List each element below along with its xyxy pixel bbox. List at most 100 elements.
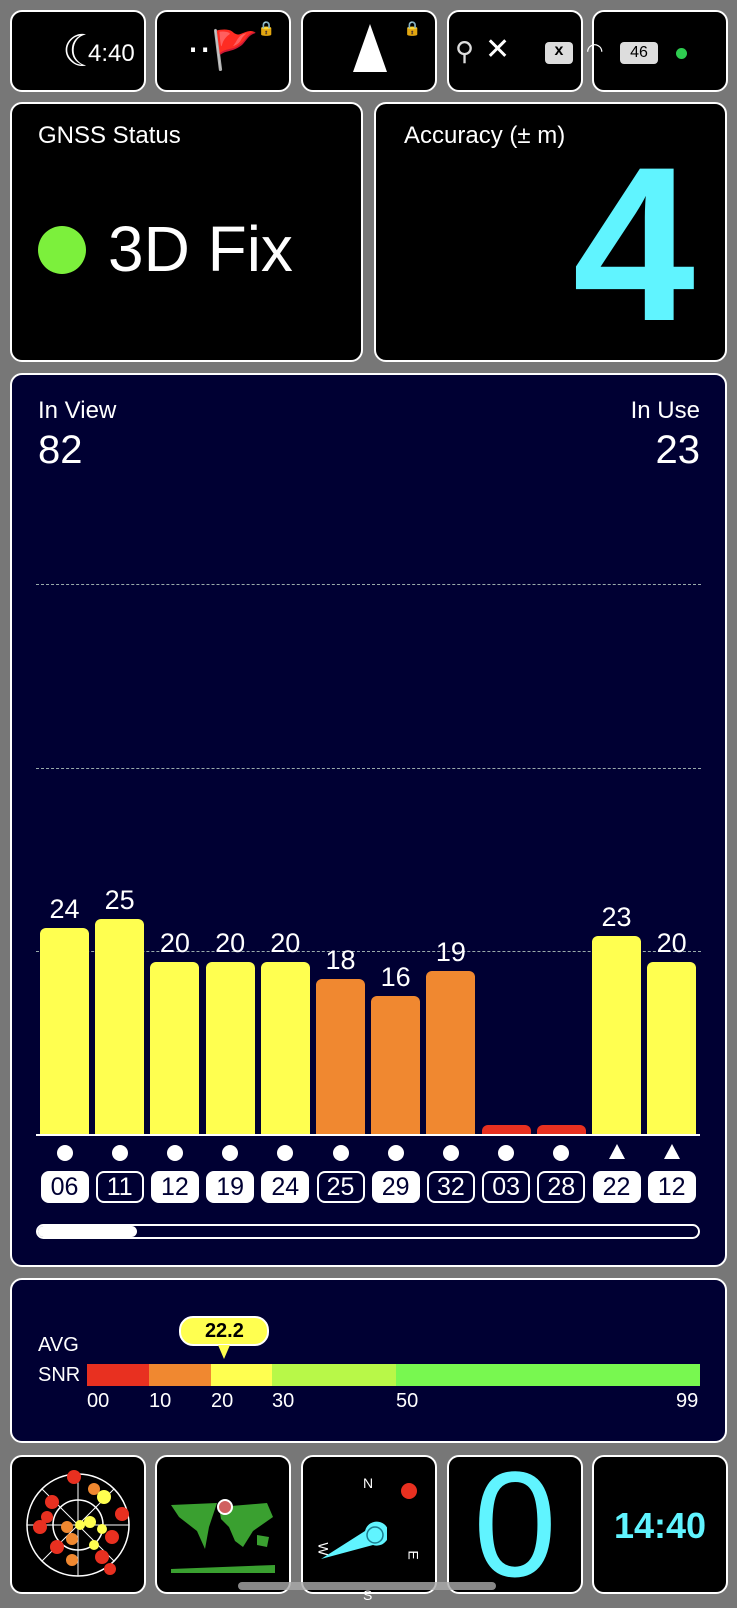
snr-tick-label: 50	[396, 1390, 419, 1412]
world-map-tile[interactable]	[155, 1455, 291, 1594]
speed-value: 0	[473, 1440, 557, 1608]
satellite-prn-label[interactable]: 22	[592, 1171, 641, 1203]
circle-marker-icon	[56, 1145, 73, 1161]
gridline	[36, 951, 701, 952]
fix-status-text: 3D Fix	[108, 213, 293, 285]
snr-value-label: 20	[270, 928, 301, 958]
circle-marker-icon	[166, 1145, 183, 1161]
avg-snr-bubble: 22.2	[179, 1316, 270, 1346]
accuracy-value: 4	[572, 121, 695, 367]
close-box-icon: x	[545, 42, 573, 64]
sky-plot-tile[interactable]	[10, 1455, 146, 1594]
green-dot-icon	[676, 48, 687, 59]
speed-tile[interactable]: 0	[447, 1449, 583, 1599]
snr-bar	[205, 962, 255, 1134]
snr-bar	[647, 962, 697, 1134]
snr-value-label: 25	[104, 885, 135, 915]
compass-north: N	[363, 1475, 374, 1491]
snr-bar	[260, 962, 310, 1134]
snr-bar	[371, 996, 421, 1134]
accuracy-title: Accuracy (± m)	[404, 122, 566, 149]
circle-marker-icon	[442, 1145, 459, 1161]
snr-bar	[95, 919, 145, 1134]
gridline	[36, 768, 701, 769]
snr-scale-segment	[149, 1364, 211, 1386]
signal-tile[interactable]: ◠ 46	[586, 10, 728, 92]
compass-south: S	[363, 1587, 373, 1603]
snr-bar	[481, 1125, 531, 1134]
fix-status-dot	[38, 226, 86, 274]
gridline	[36, 584, 701, 585]
navigation-tile[interactable]: 🔒	[301, 10, 437, 92]
satellite-prn-label[interactable]: 12	[150, 1171, 199, 1203]
in-use-label: In Use	[630, 397, 700, 424]
snr-bar	[316, 979, 365, 1134]
gnss-status-panel: GNSS Status 3D Fix	[10, 102, 363, 362]
navigation-arrow-icon	[353, 24, 387, 72]
snr-value-label: 19	[435, 936, 466, 967]
avg-label: AVG	[38, 1334, 79, 1356]
night-mode-tile[interactable]: ☾ 4:40	[10, 10, 146, 92]
status-icons-tile[interactable]: ⚲ ✕ x	[447, 10, 583, 92]
chart-baseline	[36, 1134, 700, 1136]
satellite-prn-label[interactable]: 29	[371, 1171, 420, 1203]
snr-value-label: 16	[380, 962, 411, 993]
circle-marker-icon	[332, 1145, 349, 1161]
share-off-icon: ✕	[485, 33, 511, 66]
snr-value-label: 18	[325, 945, 356, 976]
horizontal-scrollbar[interactable]	[36, 1224, 700, 1239]
snr-scale-segment	[396, 1364, 700, 1386]
satellite-prn-label[interactable]: 11	[95, 1171, 144, 1203]
satellite-prn-label[interactable]: 06	[40, 1171, 89, 1203]
accuracy-panel: Accuracy (± m) 4	[374, 102, 727, 362]
satellite-prn-label[interactable]: 28	[537, 1171, 586, 1203]
snr-bar	[536, 1125, 586, 1134]
satellite-prn-label[interactable]: 25	[316, 1171, 365, 1203]
snr-value-label: 20	[159, 928, 190, 958]
avg-snr-pointer	[218, 1345, 231, 1359]
red-dot-icon	[401, 1483, 417, 1499]
snr-tick-label: 99	[676, 1390, 699, 1412]
home-indicator[interactable]	[238, 1582, 496, 1590]
snr-tick-label: 30	[272, 1390, 295, 1412]
snr-value-label: 24	[49, 893, 80, 924]
world-map-icon	[171, 1499, 275, 1573]
in-view-count: 82	[38, 428, 83, 472]
circle-marker-icon	[222, 1145, 239, 1161]
snr-value-label: 23	[601, 902, 632, 933]
snr-tick-label: 00	[87, 1390, 110, 1412]
clock-value: 14:40	[613, 1505, 707, 1546]
snr-bar	[592, 936, 641, 1134]
clock-tile[interactable]: 14:40	[592, 1455, 728, 1594]
satellite-prn-label[interactable]: 12	[647, 1171, 696, 1203]
triangle-marker-icon	[663, 1144, 680, 1159]
compass-east: E	[405, 1550, 422, 1560]
in-view-label: In View	[38, 397, 117, 424]
compass-tile[interactable]: N E S W	[301, 1455, 437, 1603]
satellite-prn-label[interactable]: 03	[482, 1171, 531, 1203]
time-text: 4:40	[88, 40, 135, 67]
snr-label: SNR	[38, 1364, 81, 1386]
moon-icon: ☾	[62, 27, 102, 76]
gnss-status-title: GNSS Status	[38, 122, 181, 149]
circle-marker-icon	[498, 1145, 515, 1161]
location-pin-icon: ⚲	[455, 36, 475, 66]
sky-plot-icon	[26, 1470, 130, 1577]
snr-bar	[426, 970, 476, 1134]
scrollbar-thumb[interactable]	[38, 1226, 137, 1237]
in-use-count: 23	[655, 428, 701, 472]
waypoint-tile[interactable]: ⋅⋅🚩 🔒	[155, 10, 291, 92]
snr-scale-segment	[211, 1364, 272, 1386]
snr-tick-label: 10	[149, 1390, 172, 1412]
wifi-icon: ◠	[586, 40, 604, 62]
snr-bar	[150, 962, 200, 1134]
snr-value-label: 20	[656, 928, 687, 958]
circle-marker-icon	[277, 1145, 294, 1161]
person-flag-icon: ⋅⋅🚩	[187, 30, 259, 72]
circle-marker-icon	[387, 1145, 404, 1161]
satellite-prn-label[interactable]: 24	[261, 1171, 310, 1203]
compass-needle-icon	[321, 1521, 387, 1559]
triangle-marker-icon	[608, 1144, 625, 1159]
satellite-prn-label[interactable]: 32	[426, 1171, 475, 1203]
satellite-prn-label[interactable]: 19	[206, 1171, 255, 1203]
